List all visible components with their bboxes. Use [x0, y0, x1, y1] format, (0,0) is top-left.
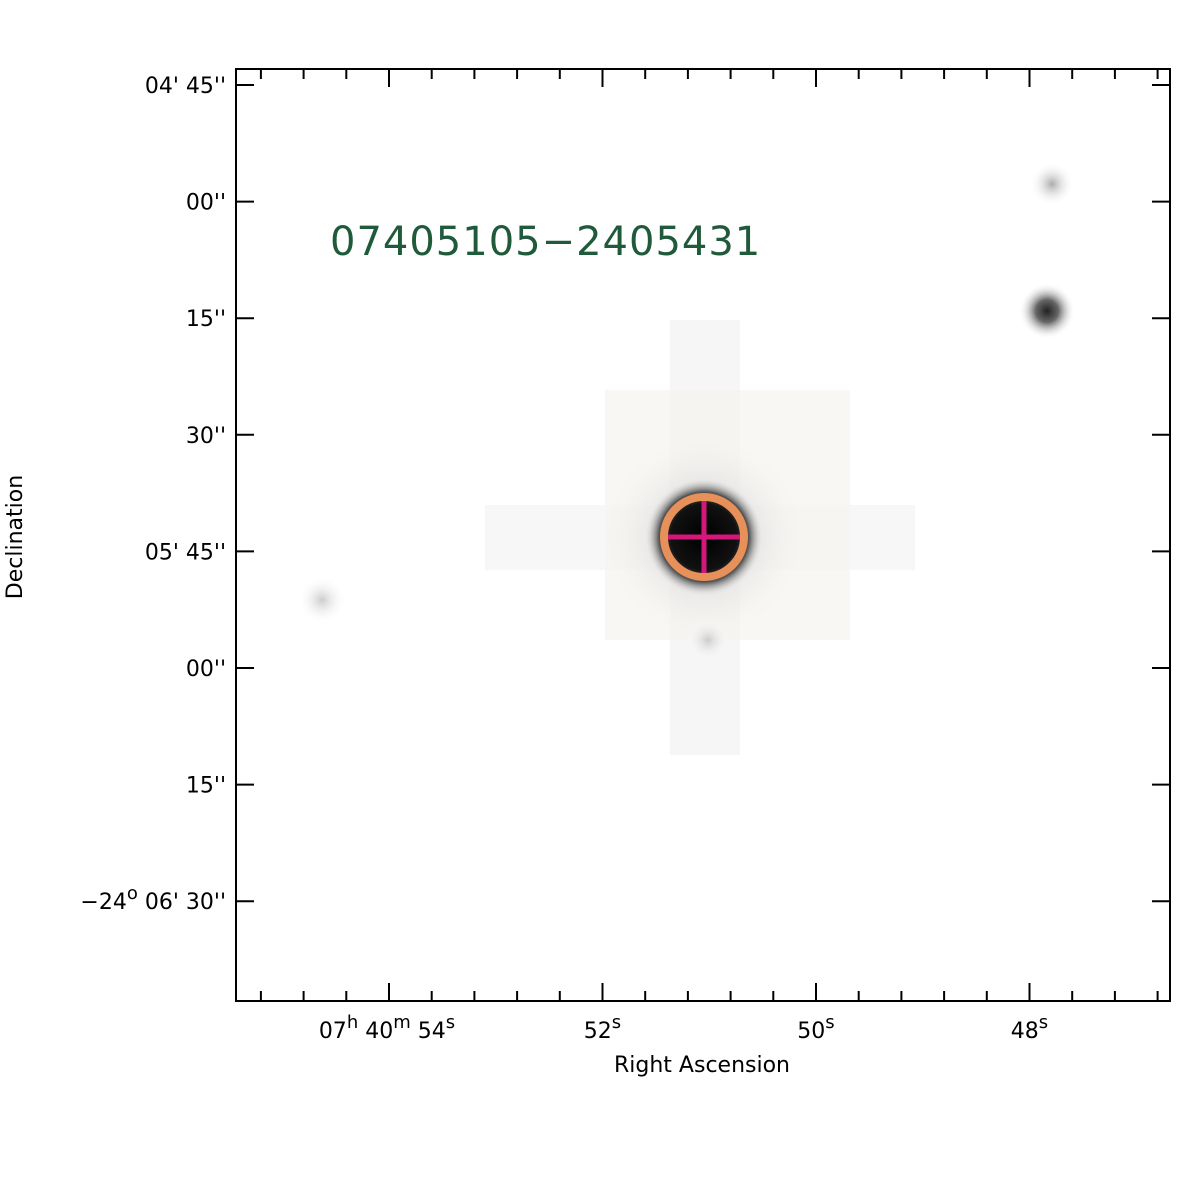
y-tick-label: 05' 45'' — [145, 540, 226, 565]
label-part: 52 — [584, 1019, 612, 1044]
plot-frame — [235, 68, 1171, 1002]
label-part: h — [347, 1012, 358, 1033]
x-tick-label: 48s — [1011, 1012, 1048, 1044]
label-part: −24 — [80, 890, 126, 915]
label-part: 50 — [797, 1019, 825, 1044]
label-part: s — [446, 1012, 455, 1033]
label-part: s — [612, 1012, 621, 1033]
label-part: 48 — [1011, 1019, 1039, 1044]
label-part: 06' 30'' — [138, 890, 226, 915]
label-part: o — [127, 883, 138, 904]
label-part: 05' 45'' — [145, 540, 226, 565]
label-part: 00'' — [186, 657, 226, 682]
chart-title: 07405105−2405431 — [330, 219, 761, 265]
y-tick-label: 00'' — [186, 657, 226, 682]
label-part: 04' 45'' — [145, 74, 226, 99]
y-tick-label: 04' 45'' — [145, 74, 226, 99]
y-tick-label: 15'' — [186, 774, 226, 799]
sky-image — [298, 162, 1075, 755]
label-part: 40 — [358, 1019, 393, 1044]
label-part: 30'' — [186, 424, 226, 449]
label-part: m — [393, 1012, 411, 1033]
label-part: 54 — [411, 1019, 446, 1044]
target-circle — [660, 493, 748, 581]
y-axis-label: Declination — [3, 475, 28, 599]
x-tick-label: 52s — [584, 1012, 621, 1044]
y-tick-label: 15'' — [186, 307, 226, 332]
y-tick-label: −24o 06' 30'' — [80, 883, 226, 915]
x-tick-label: 07h 40m 54s — [319, 1012, 455, 1044]
label-part: 15'' — [186, 307, 226, 332]
label-part: 07 — [319, 1019, 347, 1044]
label-part: s — [825, 1012, 834, 1033]
x-tick-label: 50s — [797, 1012, 834, 1044]
x-axis-label: Right Ascension — [614, 1053, 790, 1078]
label-part: 15'' — [186, 774, 226, 799]
y-tick-label: 00'' — [186, 191, 226, 216]
label-part: s — [1039, 1012, 1048, 1033]
label-part: 00'' — [186, 191, 226, 216]
y-tick-label: 30'' — [186, 424, 226, 449]
